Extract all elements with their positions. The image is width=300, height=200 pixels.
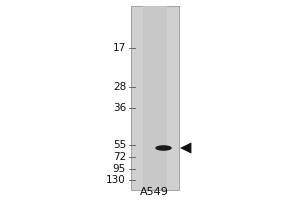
Text: 36: 36 <box>113 103 126 113</box>
Text: 17: 17 <box>113 43 126 53</box>
Polygon shape <box>180 142 191 154</box>
Text: 28: 28 <box>113 82 126 92</box>
Text: 95: 95 <box>113 164 126 174</box>
Text: 130: 130 <box>106 175 126 185</box>
Text: 55: 55 <box>113 140 126 150</box>
Ellipse shape <box>155 145 172 151</box>
Bar <box>142 6 167 190</box>
Bar <box>130 6 178 190</box>
Text: A549: A549 <box>140 187 169 197</box>
Text: 72: 72 <box>113 152 126 162</box>
